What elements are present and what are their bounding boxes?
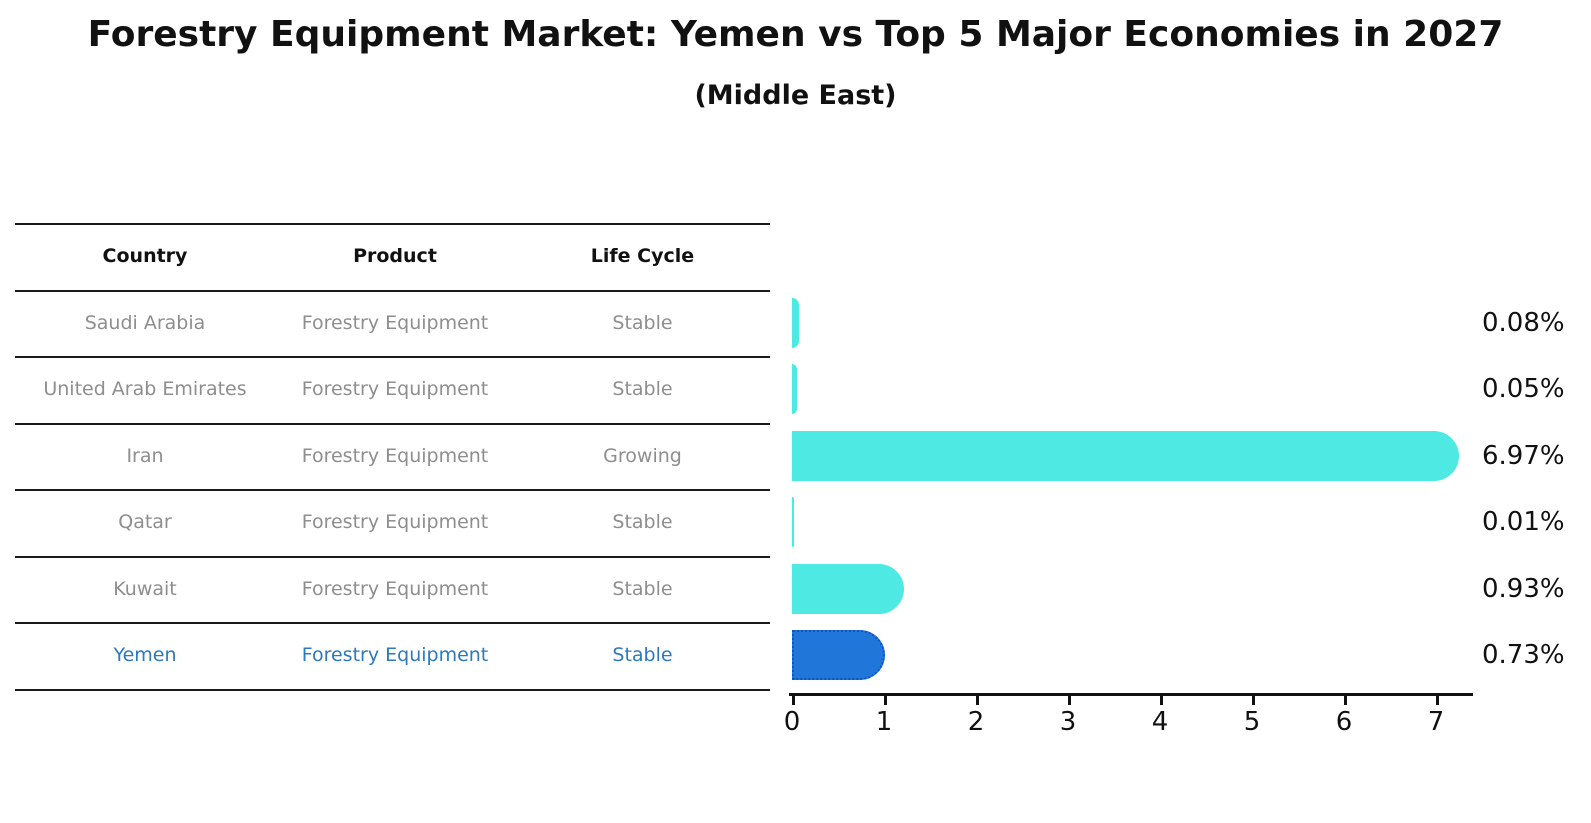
bar-united-arab-emirates (792, 364, 797, 415)
bar-value-label: 0.93% (1482, 573, 1565, 604)
table-header-row: Country Product Life Cycle (15, 223, 770, 289)
country-cell: Saudi Arabia (84, 311, 206, 334)
product-cell: Forestry Equipment (301, 511, 489, 533)
x-axis-tick-label: 3 (1059, 707, 1077, 737)
country-cell: Iran (126, 444, 164, 467)
country-cell: United Arab Emirates (43, 378, 247, 400)
column-header-country: Country (102, 245, 188, 267)
column-header-life-cycle: Life Cycle (590, 245, 695, 267)
product-cell: Forestry Equipment (301, 577, 489, 600)
x-axis-tick (1160, 696, 1163, 705)
column-header-product: Product (353, 245, 437, 267)
x-axis-tick-label: 1 (875, 707, 893, 737)
bar-value-label: 0.73% (1482, 640, 1565, 671)
bar-qatar (792, 497, 794, 548)
country-cell: Yemen (113, 644, 177, 666)
x-axis-line (789, 693, 1473, 696)
country-cell: Kuwait (113, 577, 177, 600)
table-row-iran: Iran Forestry Equipment Growing (15, 423, 770, 489)
x-axis-tick (976, 696, 979, 705)
table-line (15, 223, 770, 225)
table-row-united-arab-emirates: United Arab Emirates Forestry Equipment St… (15, 356, 770, 422)
x-axis-tick (1252, 696, 1255, 705)
bar-saudi-arabia (792, 297, 800, 348)
x-axis-tick-label: 2 (967, 707, 985, 737)
chart-subtitle: (Middle East) (694, 80, 897, 111)
x-axis-tick (1436, 696, 1439, 705)
chart-title: Forestry Equipment Market: Yemen vs Top … (87, 14, 1504, 55)
x-axis-tick (884, 696, 887, 705)
x-axis-tick (1068, 696, 1071, 705)
product-cell: Forestry Equipment (301, 311, 489, 334)
x-axis-tick-label: 6 (1335, 707, 1353, 737)
life-cycle-cell: Stable (612, 577, 673, 600)
x-axis-tick-label: 5 (1243, 707, 1261, 737)
bar-iran (792, 430, 1460, 481)
life-cycle-cell: Stable (612, 644, 673, 666)
bar-value-label: 6.97% (1482, 440, 1565, 471)
table-line (15, 289, 770, 292)
bar-value-label: 0.08% (1482, 307, 1565, 338)
life-cycle-cell: Stable (612, 511, 673, 533)
table-row-kuwait: Kuwait Forestry Equipment Stable (15, 556, 770, 622)
bar-kuwait (792, 563, 904, 614)
table-line (15, 555, 770, 558)
bar-yemen (792, 630, 886, 681)
product-cell: Forestry Equipment (301, 378, 489, 400)
table-line (15, 622, 770, 624)
product-cell: Forestry Equipment (301, 444, 489, 467)
x-axis-tick-label: 4 (1151, 707, 1169, 737)
life-cycle-cell: Stable (612, 378, 673, 400)
x-axis-tick (1344, 696, 1347, 705)
x-axis-tick (792, 696, 795, 705)
bar-value-label: 0.05% (1482, 374, 1565, 405)
table-line (15, 356, 770, 358)
product-cell: Forestry Equipment (301, 644, 489, 666)
table-line (15, 688, 770, 691)
x-axis-tick-label: 7 (1427, 707, 1445, 737)
table-line (15, 489, 770, 491)
x-axis-tick-label: 0 (783, 707, 801, 737)
bar-value-label: 0.01% (1482, 507, 1565, 538)
life-cycle-cell: Growing (603, 444, 682, 467)
country-cell: Qatar (118, 511, 172, 533)
table-row-saudi-arabia: Saudi Arabia Forestry Equipment Stable (15, 290, 770, 356)
table-row-yemen: Yemen Forestry Equipment Stable (15, 622, 770, 688)
life-cycle-cell: Stable (612, 311, 673, 334)
table-row-qatar: Qatar Forestry Equipment Stable (15, 489, 770, 555)
table-line (15, 422, 770, 425)
